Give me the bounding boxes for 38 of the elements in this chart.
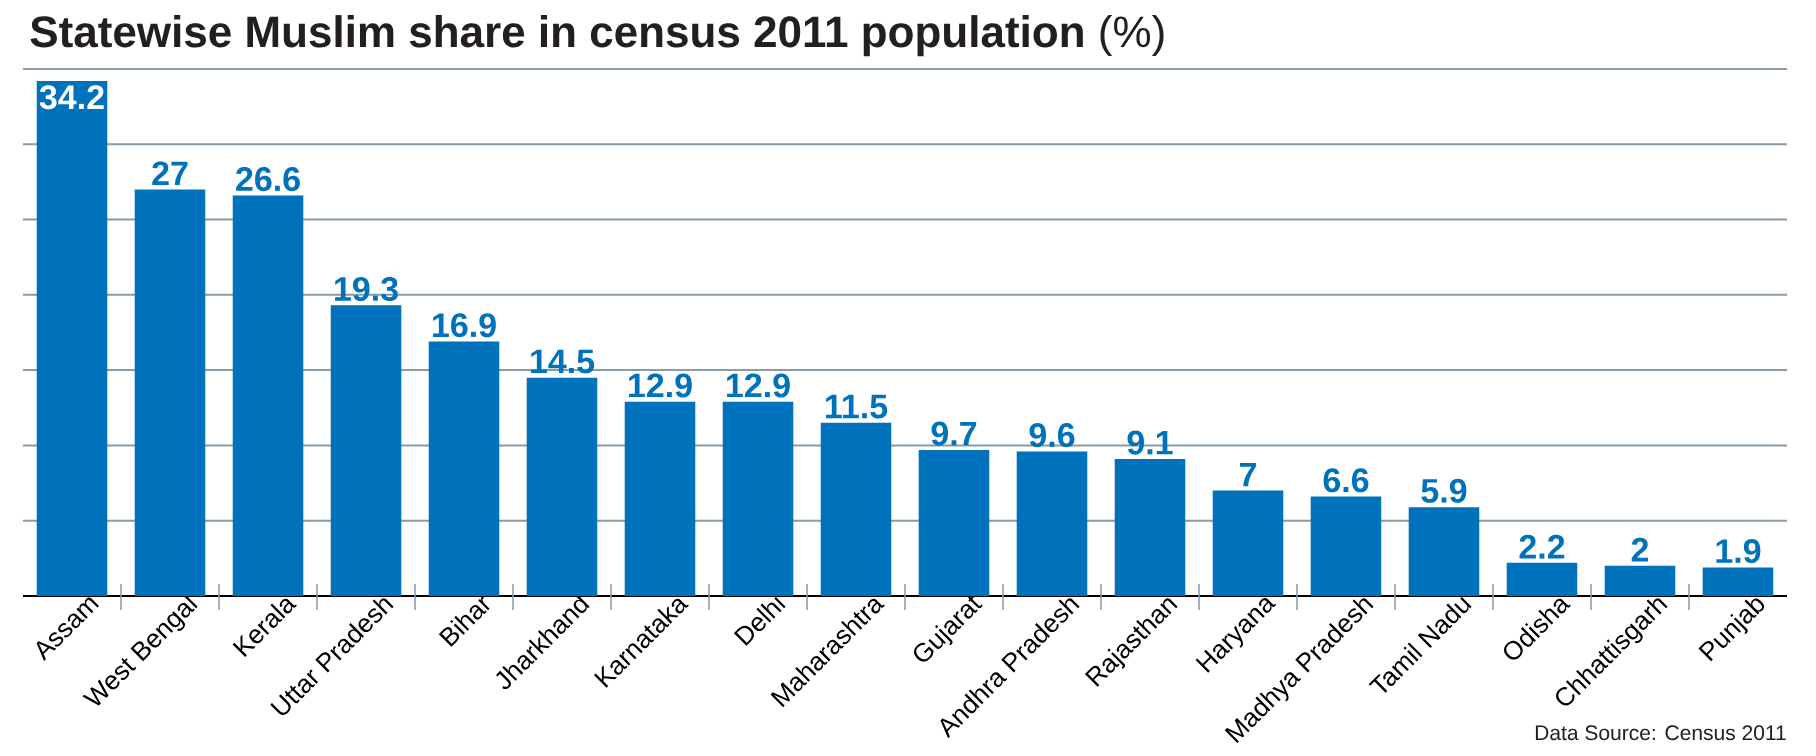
data-label: 2 — [1631, 537, 1649, 562]
bar — [1114, 458, 1186, 596]
data-label: 11.5 — [825, 394, 888, 419]
bar — [1016, 451, 1088, 596]
bar — [232, 195, 304, 596]
chart-title: Statewise Muslim share in census 2011 population (%) — [30, 15, 1164, 57]
data-label: 14.5 — [531, 349, 595, 374]
bar — [1408, 507, 1480, 596]
bar — [1212, 490, 1284, 596]
data-label: 1.9 — [1716, 539, 1761, 564]
bar — [1310, 496, 1382, 596]
data-label: 34.2 — [39, 85, 104, 110]
data-label: 27 — [152, 161, 188, 186]
bar — [624, 401, 696, 596]
bar — [722, 401, 794, 596]
data-label: 2.2 — [1519, 534, 1565, 559]
data-label: 7 — [1240, 462, 1256, 487]
bar — [526, 377, 598, 596]
data-label: 12.9 — [727, 373, 790, 398]
data-label: 9.7 — [931, 421, 977, 446]
bar — [36, 80, 108, 596]
data-label: 9.1 — [1127, 430, 1173, 455]
bar — [918, 449, 990, 596]
bar — [428, 341, 500, 596]
bar — [820, 422, 892, 596]
bar — [1604, 565, 1676, 596]
bar — [330, 305, 402, 596]
bar — [1702, 567, 1774, 596]
source-note: Data Source: Census 2011 — [1535, 725, 1786, 741]
data-label: 12.9 — [629, 373, 692, 398]
data-label: 26.6 — [236, 167, 300, 192]
data-label: 19.3 — [335, 276, 398, 302]
bar — [1506, 562, 1578, 596]
data-label: 9.6 — [1029, 423, 1075, 448]
data-label: 5.9 — [1421, 478, 1467, 503]
data-label: 16.9 — [433, 313, 496, 338]
data-label: 6.6 — [1323, 468, 1369, 493]
bar — [134, 189, 206, 596]
